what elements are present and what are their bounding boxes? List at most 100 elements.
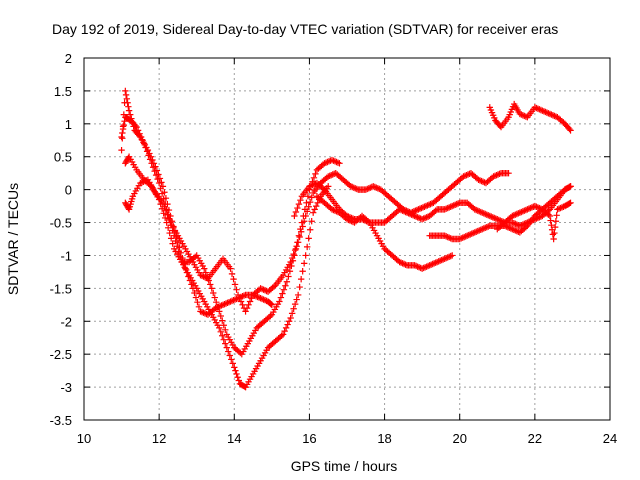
data-point <box>288 254 296 262</box>
data-point <box>489 214 496 221</box>
data-point <box>140 178 147 185</box>
data-point <box>198 308 206 316</box>
data-point <box>509 212 516 220</box>
data-point <box>449 202 456 210</box>
data-point <box>333 208 340 215</box>
data-point <box>312 170 319 178</box>
data-point <box>353 185 360 193</box>
data-point <box>321 160 328 167</box>
data-point <box>488 213 495 220</box>
data-point <box>350 184 357 191</box>
data-point <box>476 208 483 215</box>
x-tick-labels: 10 12 14 16 18 20 22 24 <box>77 431 617 446</box>
data-point <box>314 199 321 206</box>
data-point <box>521 112 528 120</box>
data-point <box>441 232 448 239</box>
data-point <box>309 209 317 216</box>
data-point <box>219 301 227 309</box>
data-point <box>346 217 354 224</box>
data-point <box>257 285 264 292</box>
data-point <box>423 263 430 270</box>
data-point <box>133 123 140 131</box>
data-point <box>554 206 561 213</box>
data-point <box>218 302 225 309</box>
data-point <box>281 327 288 335</box>
data-point <box>364 185 371 193</box>
y-tick-label: -2.5 <box>50 347 72 362</box>
data-point <box>515 210 522 217</box>
data-point <box>534 204 542 211</box>
data-point <box>257 295 264 302</box>
series-sat-i <box>486 100 574 134</box>
data-point <box>294 204 301 212</box>
data-point <box>536 106 543 113</box>
data-point <box>518 111 525 118</box>
data-point <box>473 206 480 214</box>
data-point <box>512 227 519 234</box>
data-point <box>279 331 287 338</box>
data-point <box>328 156 336 164</box>
data-point <box>200 309 207 316</box>
data-point <box>211 294 218 301</box>
data-point <box>421 203 428 210</box>
data-point <box>412 262 420 270</box>
y-tick-label: 0.5 <box>54 150 72 165</box>
data-point <box>325 158 333 165</box>
data-point <box>552 218 560 225</box>
data-point <box>539 107 546 114</box>
y-tick-label: -3.5 <box>50 413 72 428</box>
data-point <box>444 204 451 212</box>
data-point <box>146 156 154 163</box>
data-point <box>312 180 319 187</box>
data-point <box>294 291 302 299</box>
data-point <box>276 298 283 305</box>
data-point <box>201 265 208 272</box>
data-point <box>216 324 223 332</box>
data-point <box>140 140 148 147</box>
data-point <box>291 212 298 220</box>
data-point <box>415 264 423 271</box>
data-point <box>418 216 426 223</box>
data-point <box>232 367 239 374</box>
data-point <box>148 160 155 167</box>
data-point <box>222 326 229 334</box>
data-point <box>516 110 524 118</box>
data-point <box>522 223 530 231</box>
data-point <box>482 210 489 218</box>
data-point <box>152 171 160 179</box>
data-point <box>534 105 542 112</box>
data-point <box>557 204 564 212</box>
data-point <box>374 185 382 192</box>
data-point <box>326 172 333 180</box>
data-point <box>294 239 302 246</box>
data-point <box>118 146 125 154</box>
data-point <box>245 301 252 309</box>
data-point <box>551 223 559 231</box>
data-point <box>558 204 566 211</box>
data-point <box>343 216 351 223</box>
y-tick-label: 2 <box>65 51 72 66</box>
data-point <box>158 190 166 197</box>
data-point <box>485 212 492 219</box>
y-tick-label: 1 <box>65 117 72 132</box>
data-point <box>290 250 297 258</box>
data-point <box>492 215 499 222</box>
x-tick-label: 12 <box>152 431 166 446</box>
y-tick-label: -2 <box>60 314 72 329</box>
data-point <box>222 300 230 307</box>
data-point <box>397 259 405 266</box>
data-point <box>151 168 158 175</box>
y-tick-label: 1.5 <box>54 84 72 99</box>
data-point <box>149 164 157 171</box>
data-point <box>412 207 419 214</box>
data-point <box>228 297 236 305</box>
data-point <box>139 137 146 144</box>
data-marks <box>118 87 574 391</box>
data-point <box>436 257 444 264</box>
data-point <box>125 107 133 114</box>
data-point <box>119 129 126 137</box>
data-point <box>279 290 286 297</box>
data-point <box>467 231 474 238</box>
data-point <box>222 340 229 347</box>
data-point <box>261 297 269 304</box>
